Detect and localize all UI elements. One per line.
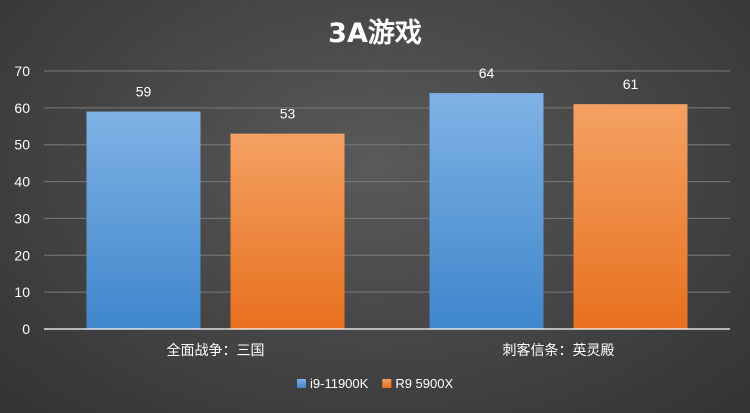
legend-swatch [297, 379, 306, 388]
bars: 59 53 64 61 [86, 65, 688, 330]
bar [86, 111, 201, 330]
y-tick-label: 40 [14, 174, 30, 190]
y-tick-label: 70 [14, 63, 30, 79]
bar [429, 93, 544, 329]
chart-title: 3A游戏 [328, 18, 422, 49]
y-tick-label: 0 [22, 321, 30, 337]
data-label: 53 [280, 106, 296, 122]
x-category-label: 全面战争：三国 [167, 342, 265, 359]
bar [573, 104, 688, 330]
y-tick-label: 20 [14, 247, 30, 263]
y-tick-label: 10 [14, 284, 30, 300]
x-axis: 全面战争：三国 刺客信条：英灵殿 [44, 328, 730, 359]
x-category-label: 刺客信条：英灵殿 [503, 342, 615, 359]
legend-label: i9-11900K [310, 376, 369, 391]
data-label: 59 [136, 84, 152, 100]
y-tick-label: 60 [14, 100, 30, 116]
y-tick-label: 50 [14, 137, 30, 153]
y-tick-label: 30 [14, 210, 30, 226]
bar [230, 133, 345, 329]
legend-label: R9 5900X [395, 376, 453, 391]
data-label: 64 [479, 65, 495, 81]
data-label: 61 [623, 76, 639, 92]
legend-swatch [382, 379, 392, 388]
legend: i9-11900K R9 5900X [297, 376, 453, 391]
y-axis: 0 10 20 30 40 50 60 70 [14, 63, 30, 337]
